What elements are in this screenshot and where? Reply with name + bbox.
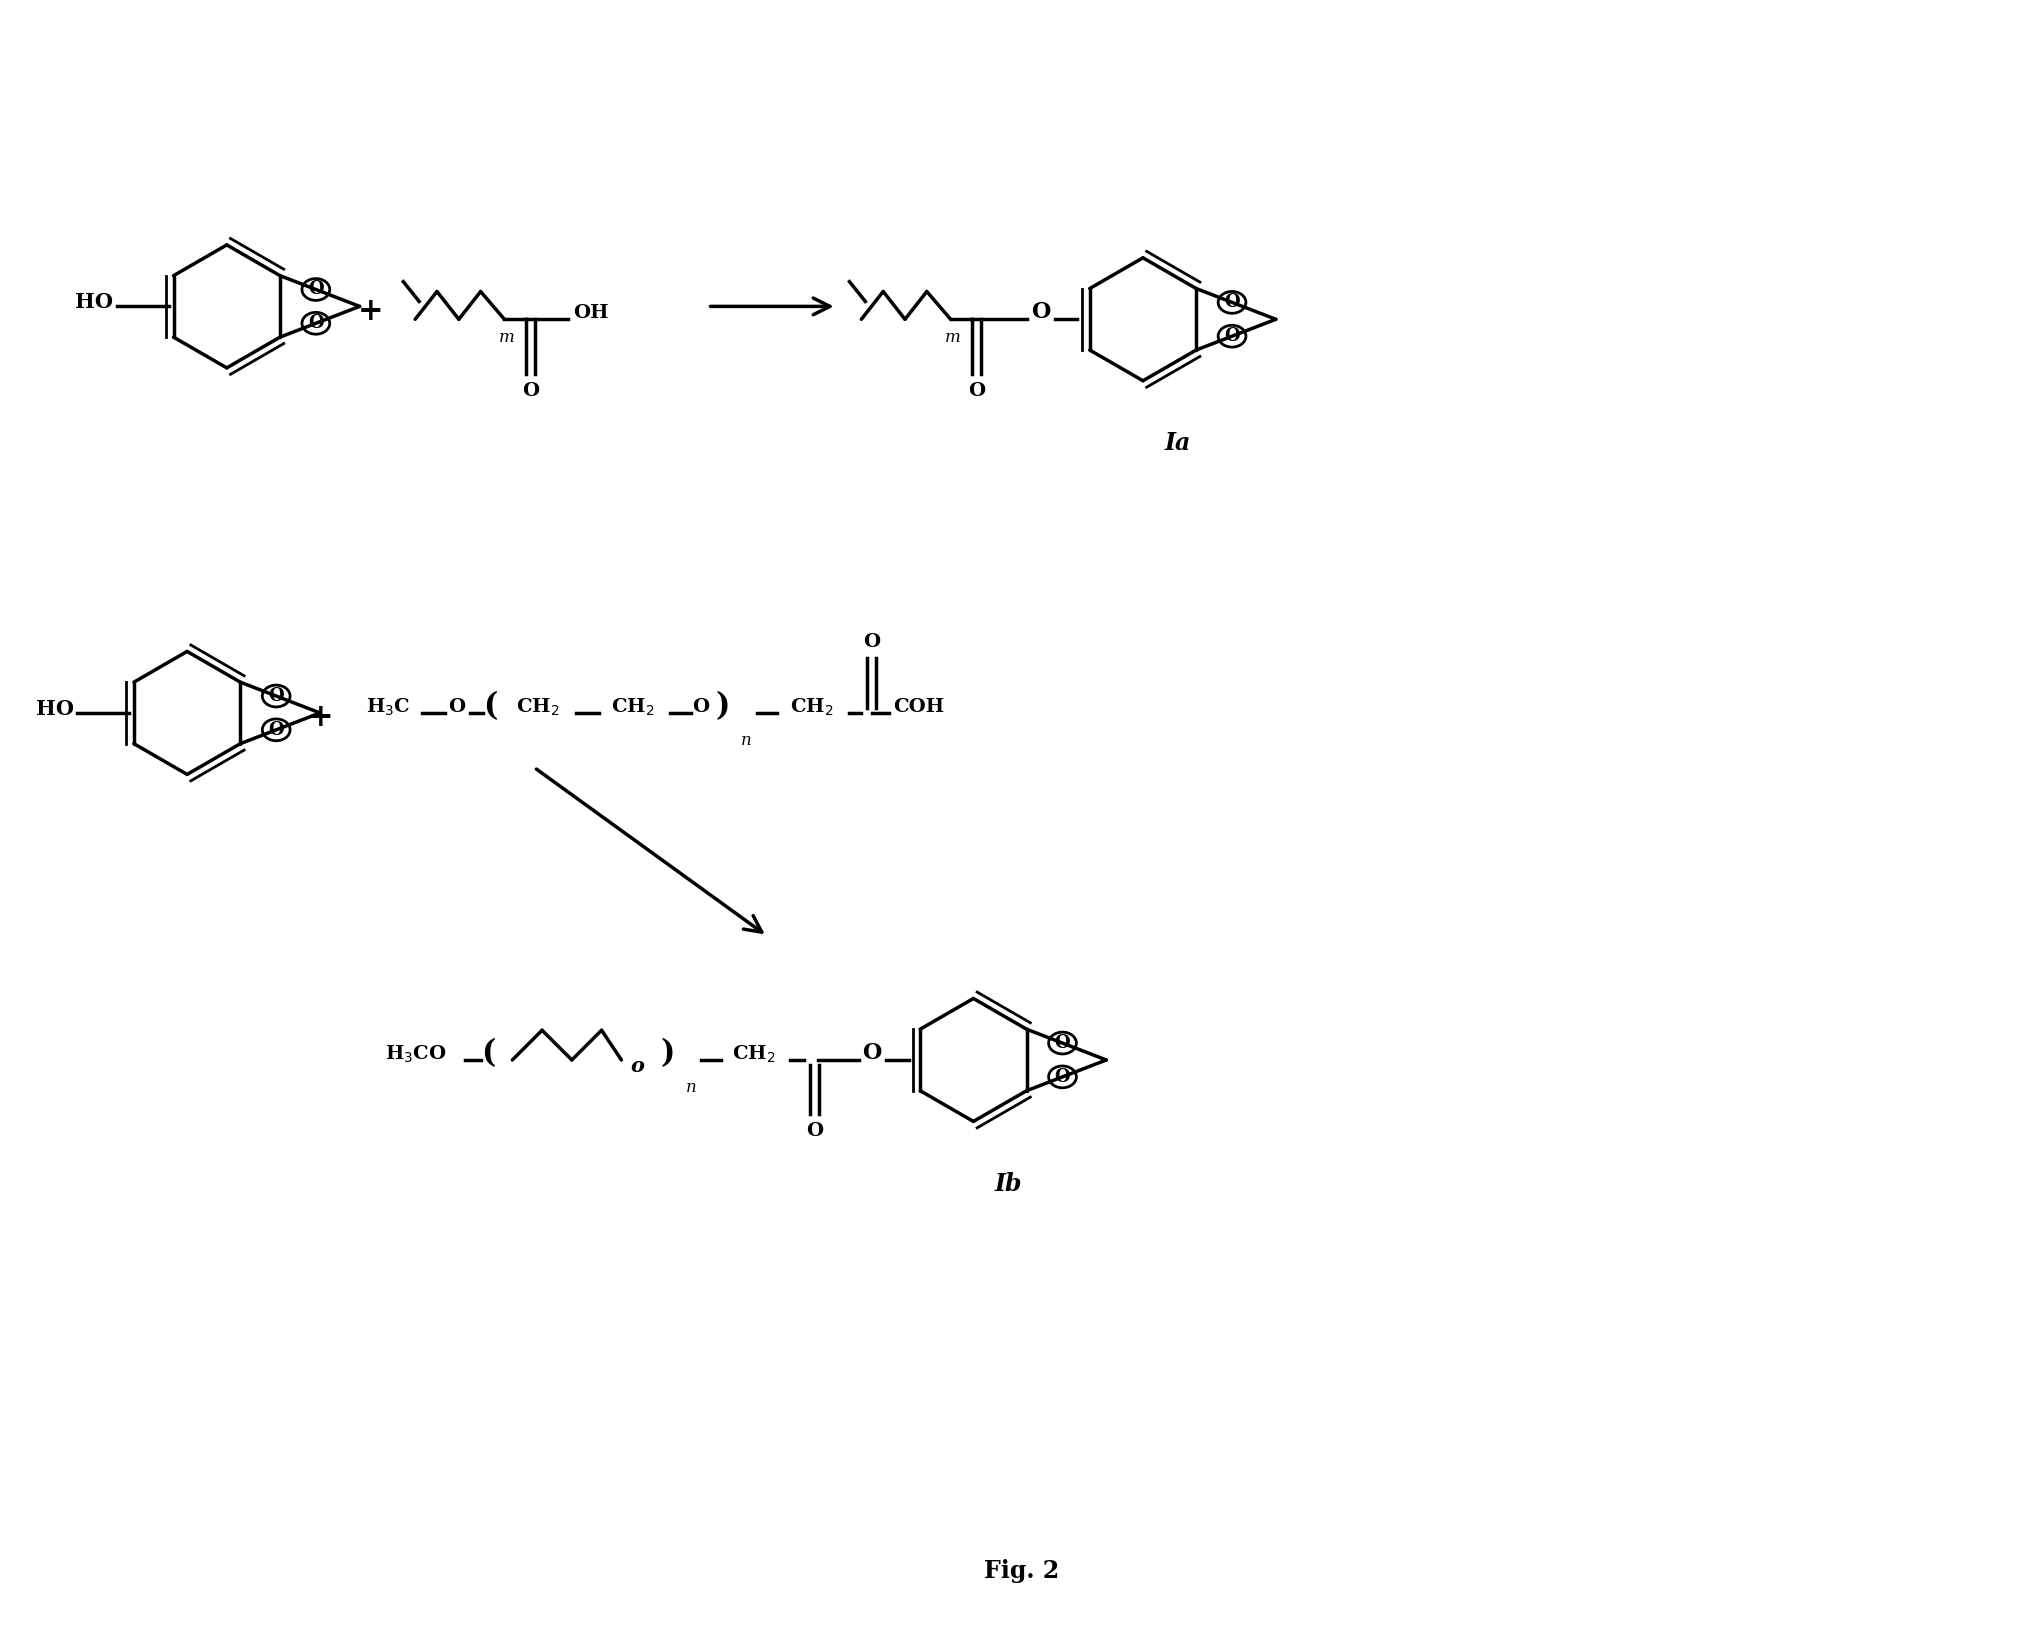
Text: O: O	[862, 1043, 883, 1064]
Text: o: o	[631, 1056, 644, 1076]
Text: ): )	[660, 1038, 674, 1069]
Text: O: O	[268, 686, 284, 704]
Text: O: O	[1054, 1034, 1071, 1053]
Text: O: O	[693, 698, 709, 716]
Text: (: (	[484, 691, 498, 722]
Text: (: (	[482, 1038, 496, 1069]
Text: OH: OH	[572, 304, 609, 322]
Text: m: m	[944, 328, 960, 345]
Text: n: n	[742, 732, 752, 749]
Text: HO: HO	[35, 699, 74, 719]
Text: n: n	[686, 1079, 697, 1097]
Text: COH: COH	[893, 698, 944, 716]
Text: m: m	[498, 328, 515, 345]
Text: O: O	[805, 1123, 823, 1140]
Text: O: O	[864, 632, 881, 650]
Text: O: O	[308, 314, 323, 332]
Text: CH$_2$: CH$_2$	[733, 1043, 776, 1064]
Text: O: O	[968, 381, 985, 399]
Text: O: O	[1032, 302, 1050, 323]
Text: ): )	[715, 691, 729, 722]
Text: H$_3$C: H$_3$C	[366, 696, 411, 718]
Text: +: +	[358, 296, 384, 327]
Text: O: O	[523, 381, 539, 399]
Text: O: O	[1224, 327, 1240, 345]
Text: O: O	[1224, 294, 1240, 312]
Text: CH$_2$: CH$_2$	[611, 696, 654, 718]
Text: CH$_2$: CH$_2$	[791, 696, 834, 718]
Text: Ib: Ib	[995, 1172, 1022, 1195]
Text: O: O	[268, 721, 284, 739]
Text: O: O	[1054, 1067, 1071, 1085]
Text: Ia: Ia	[1165, 432, 1191, 455]
Text: CH$_2$: CH$_2$	[517, 696, 560, 718]
Text: O: O	[308, 281, 323, 299]
Text: O: O	[447, 698, 466, 716]
Text: HO: HO	[76, 292, 112, 312]
Text: Fig. 2: Fig. 2	[985, 1558, 1058, 1583]
Text: +: +	[308, 703, 333, 734]
Text: H$_3$CO: H$_3$CO	[386, 1043, 447, 1064]
